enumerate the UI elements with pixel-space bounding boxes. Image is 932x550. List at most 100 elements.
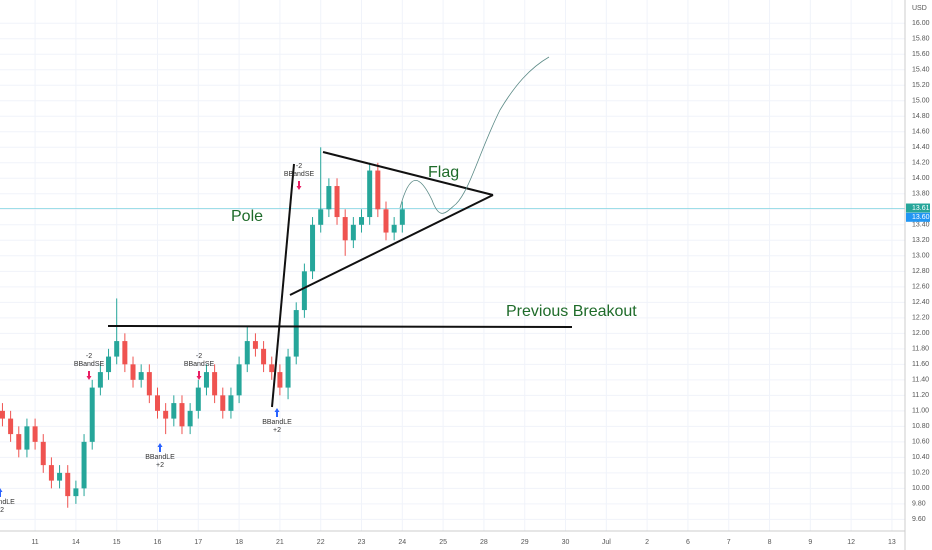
signals: BBandLE+2-2BBandSEBBandLE+2-2BBandSEBBan… bbox=[0, 163, 315, 514]
signal-arrow bbox=[157, 443, 163, 452]
pivot-label: 13.60 bbox=[912, 214, 930, 221]
candle-body bbox=[0, 410, 5, 419]
signal-side: BBandSE bbox=[284, 171, 315, 178]
breakout-label: Previous Breakout bbox=[506, 303, 637, 320]
candle-body bbox=[195, 387, 201, 411]
candle-body bbox=[138, 372, 144, 380]
y-tick-label: 11.00 bbox=[912, 408, 929, 415]
x-tick-label: Jul bbox=[602, 539, 611, 546]
candle-body bbox=[326, 186, 332, 210]
price-axis bbox=[905, 0, 932, 550]
y-tick-label: 13.00 bbox=[912, 253, 930, 260]
candle-body bbox=[122, 341, 128, 365]
candle-body bbox=[73, 488, 79, 497]
candle-body bbox=[236, 364, 242, 396]
candle-body bbox=[367, 170, 373, 218]
y-tick-label: 14.20 bbox=[912, 160, 930, 167]
y-tick-label: 10.00 bbox=[912, 485, 930, 492]
x-tick-label: 12 bbox=[847, 539, 855, 546]
candle-body bbox=[293, 310, 299, 357]
candle-body bbox=[220, 395, 226, 411]
candle-body bbox=[114, 341, 120, 357]
candle-body bbox=[154, 395, 160, 411]
x-tick-label: 8 bbox=[768, 539, 772, 546]
x-tick-label: 30 bbox=[562, 539, 570, 546]
y-tick-label: 12.20 bbox=[912, 315, 930, 322]
candles bbox=[0, 147, 405, 508]
candle-body bbox=[32, 426, 38, 442]
candle-body bbox=[89, 387, 95, 442]
y-tick-label: 15.20 bbox=[912, 82, 930, 89]
candle-body bbox=[57, 472, 63, 481]
y-tick-label: 10.40 bbox=[912, 454, 930, 461]
x-tick-label: 23 bbox=[358, 539, 366, 546]
x-tick-label: 9 bbox=[808, 539, 812, 546]
candle-body bbox=[342, 217, 348, 241]
signal-arrow bbox=[0, 488, 3, 497]
signal-arrow bbox=[86, 371, 92, 380]
x-tick-label: 14 bbox=[72, 539, 80, 546]
pivot-tag bbox=[906, 212, 930, 222]
y-tick-label: 10.20 bbox=[912, 470, 930, 477]
candle-body bbox=[301, 271, 307, 311]
flag-label: Flag bbox=[428, 164, 459, 181]
y-tick-label: 13.40 bbox=[912, 222, 930, 229]
y-tick-label: 16.00 bbox=[912, 20, 930, 27]
candle-body bbox=[359, 217, 365, 225]
candle-body bbox=[310, 224, 316, 272]
signal-qty: -2 bbox=[196, 353, 202, 360]
y-tick-label: 14.60 bbox=[912, 129, 930, 136]
y-tick-label: 9.60 bbox=[912, 516, 926, 523]
candle-body bbox=[383, 209, 389, 233]
y-tick-label: 12.00 bbox=[912, 330, 930, 337]
currency: USD bbox=[912, 5, 927, 12]
last-price-tag bbox=[906, 203, 930, 213]
y-tick-label: 14.80 bbox=[912, 113, 930, 120]
candle-body bbox=[163, 410, 169, 419]
flag-bottom bbox=[289, 194, 494, 296]
axis: 9.60 9.80 10.00 10.20 10.40 10.60 10.80 11.00 11… bbox=[31, 20, 930, 546]
y-tick-label: 15.40 bbox=[912, 67, 930, 74]
candle-body bbox=[40, 441, 46, 466]
signal-qty: -2 bbox=[296, 163, 302, 170]
candle-body bbox=[350, 224, 356, 241]
pole-label: Pole bbox=[231, 208, 263, 225]
signal-qty: +2 bbox=[273, 427, 281, 434]
candle-body bbox=[334, 186, 340, 218]
signal-qty: -2 bbox=[86, 353, 92, 360]
x-tick-label: 13 bbox=[888, 539, 896, 546]
candle-body bbox=[24, 426, 30, 450]
projection bbox=[399, 56, 550, 214]
signal-arrow bbox=[274, 408, 280, 417]
candle-body bbox=[81, 441, 87, 489]
y-tick-label: 10.80 bbox=[912, 423, 930, 430]
candle-body bbox=[269, 364, 275, 373]
candle-body bbox=[391, 224, 397, 233]
candle-body bbox=[179, 403, 185, 427]
candle-body bbox=[106, 356, 112, 373]
y-tick-label: 14.40 bbox=[912, 144, 930, 151]
signal-qty: +2 bbox=[0, 507, 4, 514]
signal-qty: +2 bbox=[156, 462, 164, 469]
flag-top bbox=[322, 151, 494, 196]
signal-side: BBandSE bbox=[184, 361, 215, 368]
x-tick-label: 29 bbox=[521, 539, 529, 546]
pole-line bbox=[271, 163, 295, 408]
breakout-line bbox=[107, 325, 573, 328]
drawings bbox=[107, 56, 573, 408]
candle-body bbox=[399, 209, 405, 225]
x-tick-label: 15 bbox=[113, 539, 121, 546]
candle-body bbox=[48, 465, 54, 481]
candle-body bbox=[146, 372, 152, 396]
x-tick-label: 6 bbox=[686, 539, 690, 546]
candle-body bbox=[212, 372, 218, 396]
candle-body bbox=[171, 403, 177, 419]
y-tick-label: 10.60 bbox=[912, 439, 930, 446]
y-tick-label: 11.20 bbox=[912, 392, 929, 399]
x-tick-label: 28 bbox=[480, 539, 488, 546]
candle-body bbox=[244, 341, 250, 365]
x-tick-label: 17 bbox=[194, 539, 202, 546]
candle-body bbox=[187, 410, 193, 427]
y-tick-label: 13.20 bbox=[912, 237, 930, 244]
